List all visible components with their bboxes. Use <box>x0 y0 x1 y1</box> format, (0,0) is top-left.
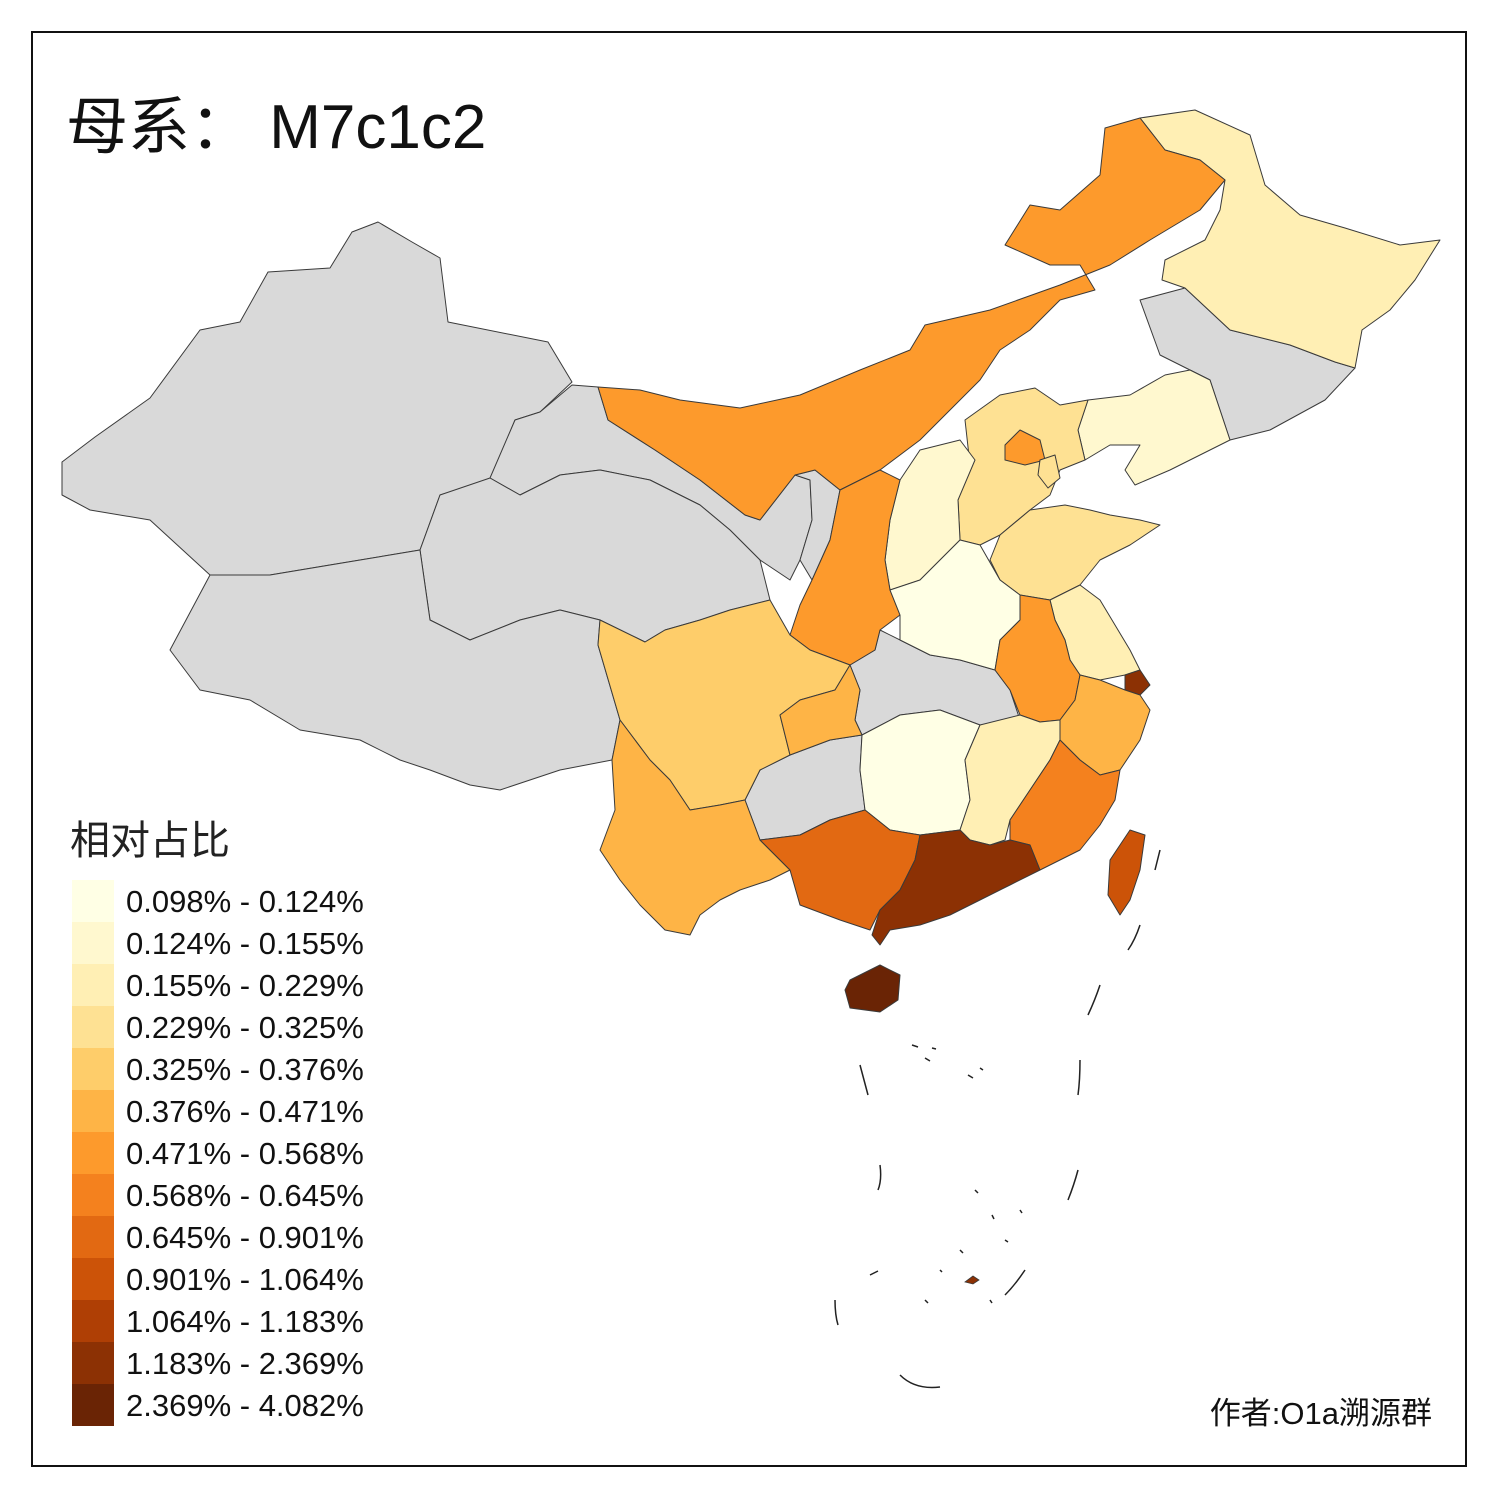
legend-label: 0.376% - 0.471% <box>126 1094 364 1129</box>
region-tianjin[interactable] <box>1037 454 1061 489</box>
legend-swatch <box>72 1342 114 1384</box>
legend: 相对占比 0.098% - 0.124% 0.124% - 0.155% 0.1… <box>70 818 364 1426</box>
legend-label: 0.471% - 0.568% <box>126 1136 364 1171</box>
region-liaoning[interactable] <box>1077 369 1231 486</box>
legend-swatch <box>72 1090 114 1132</box>
legend-swatch <box>72 1216 114 1258</box>
legend-item: 0.229% - 0.325% <box>70 1006 364 1048</box>
legend-swatch <box>72 1384 114 1426</box>
region-inner-mongolia[interactable] <box>597 117 1226 521</box>
legend-item: 0.568% - 0.645% <box>70 1174 364 1216</box>
legend-swatch <box>72 1132 114 1174</box>
legend-label: 0.098% - 0.124% <box>126 884 364 919</box>
legend-item: 0.645% - 0.901% <box>70 1216 364 1258</box>
legend-item: 0.376% - 0.471% <box>70 1090 364 1132</box>
legend-item: 0.901% - 1.064% <box>70 1258 364 1300</box>
legend-item: 0.124% - 0.155% <box>70 922 364 964</box>
legend-item: 0.155% - 0.229% <box>70 964 364 1006</box>
legend-swatch <box>72 1174 114 1216</box>
region-heilongjiang[interactable] <box>1139 109 1441 369</box>
region-guangdong[interactable] <box>871 829 1041 946</box>
legend-label: 1.064% - 1.183% <box>126 1304 364 1339</box>
legend-item: 2.369% - 4.082% <box>70 1384 364 1426</box>
legend-label: 0.901% - 1.064% <box>126 1262 364 1297</box>
map-frame <box>31 31 1467 1467</box>
legend-swatch <box>72 1048 114 1090</box>
legend-label: 2.369% - 4.082% <box>126 1388 364 1423</box>
region-yunnan[interactable] <box>599 719 791 936</box>
region-hainan[interactable] <box>844 964 901 1013</box>
legend-swatch <box>72 922 114 964</box>
legend-item: 0.325% - 0.376% <box>70 1048 364 1090</box>
legend-label: 0.325% - 0.376% <box>126 1052 364 1087</box>
legend-label: 0.229% - 0.325% <box>126 1010 364 1045</box>
region-shaanxi[interactable] <box>789 469 901 666</box>
region-shanghai[interactable] <box>1124 669 1151 696</box>
legend-item: 1.183% - 2.369% <box>70 1342 364 1384</box>
region-hunan[interactable] <box>859 709 981 836</box>
legend-label: 0.645% - 0.901% <box>126 1220 364 1255</box>
legend-label: 0.568% - 0.645% <box>126 1178 364 1213</box>
legend-swatch <box>72 1258 114 1300</box>
legend-title: 相对占比 <box>70 819 230 863</box>
legend-swatch <box>72 1006 114 1048</box>
legend-rows: 0.098% - 0.124% 0.124% - 0.155% 0.155% -… <box>70 880 364 1426</box>
author-credit: 作者:O1a溯源群 <box>1209 1396 1432 1431</box>
legend-item: 0.471% - 0.568% <box>70 1132 364 1174</box>
map-title: 母系： M7c1c2 <box>66 93 487 162</box>
island-guangdong-fill <box>964 1275 980 1285</box>
legend-swatch <box>72 1300 114 1342</box>
region-taiwan[interactable] <box>1107 829 1146 916</box>
south-china-sea-islands <box>834 849 1161 1389</box>
legend-label: 1.183% - 2.369% <box>126 1346 364 1381</box>
region-fujian[interactable] <box>1009 739 1121 871</box>
legend-item: 1.064% - 1.183% <box>70 1300 364 1342</box>
legend-label: 0.155% - 0.229% <box>126 968 364 1003</box>
legend-label: 0.124% - 0.155% <box>126 926 364 961</box>
legend-item: 0.098% - 0.124% <box>70 880 364 922</box>
region-chongqing[interactable] <box>779 664 863 756</box>
legend-swatch <box>72 880 114 922</box>
legend-swatch <box>72 964 114 1006</box>
